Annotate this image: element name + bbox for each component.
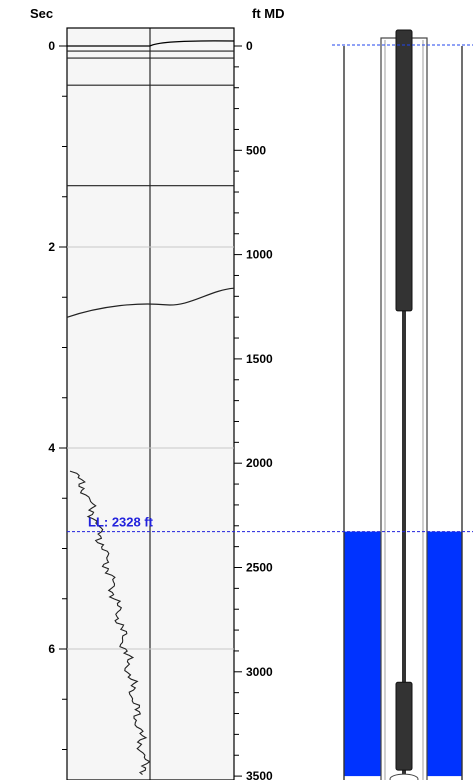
pump-segment: [395, 681, 413, 771]
right-tick-label: 3000: [246, 665, 273, 679]
right-axis-title: ft MD: [252, 6, 285, 21]
echo-trace-line: [69, 470, 151, 776]
right-tick-label: 0: [246, 39, 253, 53]
right-tick-label: 500: [246, 143, 266, 157]
wellbore-diagram: [332, 29, 473, 780]
liquid-level-label: LL: 2328 ft: [88, 515, 154, 530]
left-tick-label: 0: [48, 39, 55, 53]
echo-trace: [69, 470, 151, 776]
right-tick-label: 1000: [246, 248, 273, 262]
reflection-line: [67, 40, 235, 47]
left-axis-title: Sec: [30, 6, 53, 21]
left-tick-label: 6: [48, 642, 55, 656]
right-tick-label: 2000: [246, 456, 273, 470]
right-axis-ticks: 0 500 1000 1500 2000 2500 3000 3500: [234, 39, 273, 780]
gridlines: [67, 246, 234, 650]
left-tick-label: 2: [48, 240, 55, 254]
right-tick-label: 3500: [246, 769, 273, 780]
left-axis-ticks: 0 2 4 6: [48, 39, 67, 750]
reflections: [66, 40, 235, 318]
pump-seat: [389, 773, 419, 780]
reflection-curve: [66, 287, 235, 318]
right-tick-label: 1500: [246, 352, 273, 366]
left-tick-label: 4: [48, 441, 55, 455]
rod-top-segment: [395, 29, 413, 312]
right-tick-label: 2500: [246, 561, 273, 575]
